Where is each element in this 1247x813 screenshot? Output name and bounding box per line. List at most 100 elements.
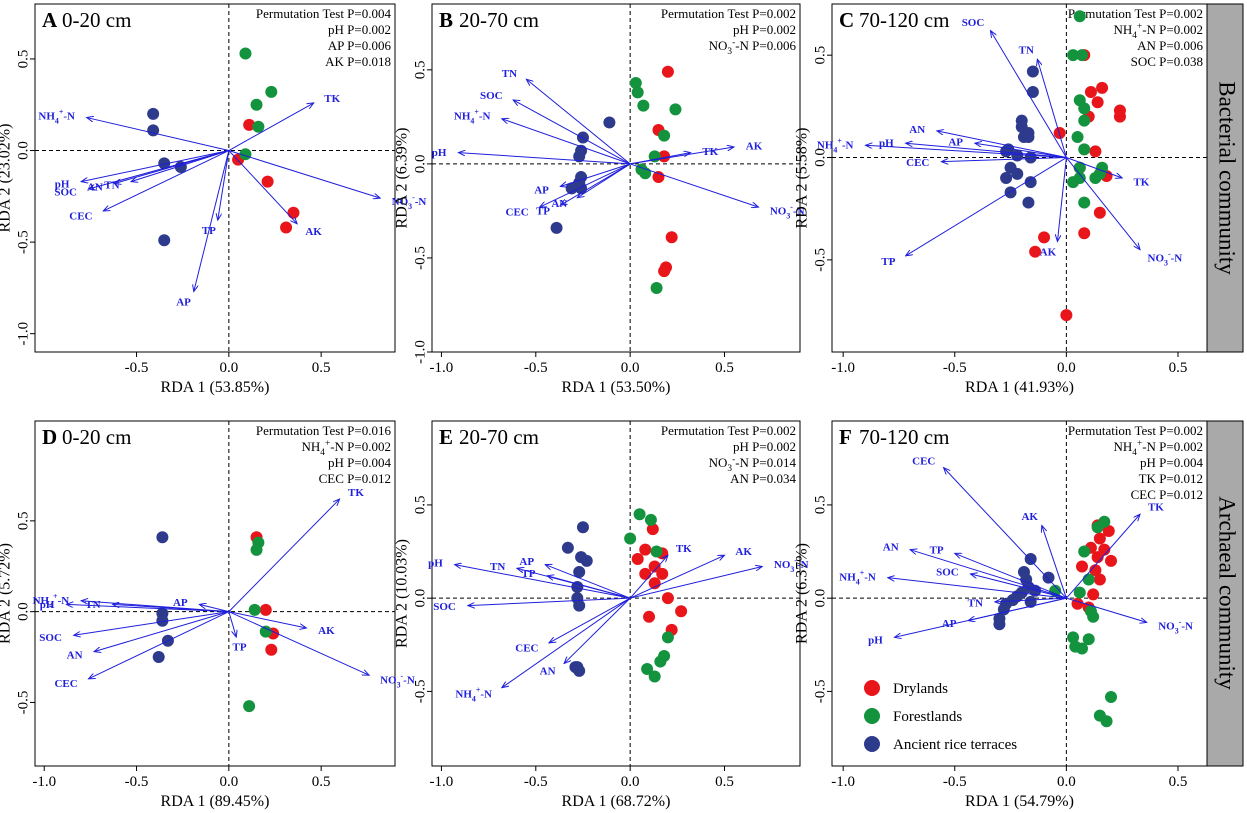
panel-title: 70-120 cm bbox=[859, 8, 949, 32]
panel-title: 70-120 cm bbox=[859, 425, 949, 449]
stat-line: pH P=0.004 bbox=[328, 455, 391, 470]
vector-label: NH4+-N bbox=[38, 107, 75, 125]
y-axis-title: RDA 2 (5.72%) bbox=[0, 543, 14, 644]
stat-line: SOC P=0.038 bbox=[1131, 54, 1203, 69]
point-forestlands bbox=[1067, 631, 1080, 644]
panel-letter: A bbox=[42, 8, 58, 32]
vector-label: pH bbox=[40, 599, 55, 611]
point-ancient-rice-terraces bbox=[997, 603, 1010, 616]
x-tick-label: 0.5 bbox=[312, 360, 331, 376]
point-forestlands bbox=[252, 120, 265, 133]
plot-frame bbox=[431, 420, 801, 767]
point-forestlands bbox=[1078, 143, 1091, 156]
point-drylands bbox=[658, 150, 671, 163]
vector-arrow bbox=[630, 147, 734, 165]
point-ancient-rice-terraces bbox=[158, 234, 171, 247]
stat-line: pH P=0.002 bbox=[733, 22, 796, 37]
y-axis-title: RDA 2 (10.03%) bbox=[394, 539, 411, 648]
panel-letter: D bbox=[42, 425, 57, 449]
y-tick-label: -0.5 bbox=[15, 230, 31, 254]
point-ancient-rice-terraces bbox=[152, 651, 165, 664]
x-tick-label: -1.0 bbox=[32, 774, 56, 790]
y-tick-label: -0.5 bbox=[812, 248, 828, 272]
point-forestlands bbox=[265, 85, 278, 98]
point-drylands bbox=[1076, 560, 1088, 573]
vector-arrow bbox=[502, 119, 631, 165]
point-drylands bbox=[243, 118, 256, 131]
vector-label: TN bbox=[968, 597, 983, 609]
point-ancient-rice-terraces bbox=[1004, 186, 1017, 199]
y-tick-label: 0.5 bbox=[15, 50, 31, 69]
y-tick-label: -0.5 bbox=[15, 691, 31, 715]
x-tick-label: -1.0 bbox=[430, 360, 454, 376]
vector-label: SOC bbox=[962, 17, 985, 29]
vector-arrow bbox=[944, 468, 1067, 599]
vector-arrow bbox=[937, 131, 1067, 159]
point-forestlands bbox=[1073, 10, 1086, 23]
vector-label: AK bbox=[318, 625, 335, 637]
legend-label-drylands: Drylands bbox=[893, 681, 948, 697]
point-drylands bbox=[1038, 231, 1051, 244]
vector-label: AN bbox=[87, 181, 103, 193]
vector-arrow bbox=[455, 565, 631, 599]
stat-line: AK P=0.018 bbox=[325, 54, 391, 69]
vector-arrow bbox=[1066, 157, 1122, 178]
y-axis-title: RDA 2 (6.39%) bbox=[394, 128, 411, 229]
x-tick-label: 0.0 bbox=[219, 360, 238, 376]
x-tick-label: -0.5 bbox=[943, 360, 967, 376]
point-forestlands bbox=[248, 603, 261, 616]
stat-line: pH P=0.002 bbox=[733, 439, 796, 454]
vector-label: SOC bbox=[39, 632, 62, 644]
x-tick-label: 0.0 bbox=[621, 774, 640, 790]
x-axis-title: RDA 1 (41.93%) bbox=[965, 379, 1074, 396]
y-tick-label: -1.0 bbox=[412, 340, 428, 364]
vector-arrow bbox=[629, 555, 724, 599]
vector-arrow bbox=[228, 611, 307, 628]
vector-label: pH bbox=[868, 635, 883, 647]
vector-label: NH4+-N bbox=[455, 685, 492, 703]
panel-letter: E bbox=[439, 425, 453, 449]
x-tick-label: -0.5 bbox=[943, 774, 967, 790]
point-ancient-rice-terraces bbox=[1000, 172, 1013, 184]
point-ancient-rice-terraces bbox=[571, 580, 584, 593]
vector-arrow bbox=[228, 150, 380, 199]
panel-a: -0.5 0.0 0.5 -1.0 -0.5 0.0 0.5 RDA 1 (53.85%) RD… bbox=[0, 3, 426, 396]
y-tick-label: 0.0 bbox=[812, 148, 828, 167]
point-drylands bbox=[646, 523, 659, 536]
point-forestlands bbox=[669, 103, 682, 116]
vector-label: pH bbox=[879, 137, 894, 149]
vector-label: TN bbox=[490, 561, 505, 573]
plot-frame bbox=[431, 3, 801, 353]
x-tick-label: -1.0 bbox=[831, 360, 855, 376]
vector-arrow bbox=[513, 100, 631, 165]
y-tick-label: 0.0 bbox=[812, 589, 828, 608]
stat-line: Permutation Test P=0.004 bbox=[256, 6, 392, 21]
point-ancient-rice-terraces bbox=[158, 157, 171, 170]
vector-label: TP bbox=[881, 256, 895, 268]
point-drylands bbox=[280, 221, 293, 234]
point-ancient-rice-terraces bbox=[576, 521, 589, 534]
point-drylands bbox=[1071, 597, 1084, 610]
vector-arrow bbox=[865, 145, 1067, 159]
vector-label: NO3--N bbox=[380, 671, 415, 689]
vector-arrow bbox=[888, 578, 1067, 599]
point-forestlands bbox=[648, 670, 661, 683]
y-tick-label: -0.5 bbox=[812, 680, 828, 704]
point-forestlands bbox=[661, 631, 674, 644]
vector-label: AN bbox=[67, 649, 83, 661]
vector-label: TK bbox=[324, 93, 340, 105]
vector-label: TN bbox=[104, 180, 119, 192]
vector-arrow bbox=[1042, 525, 1067, 599]
vector-arrow bbox=[630, 566, 762, 599]
x-tick-label: 0.0 bbox=[1057, 360, 1076, 376]
point-drylands bbox=[631, 553, 644, 565]
vector-arrow bbox=[1066, 597, 1146, 622]
vector-label: NH4+-N bbox=[454, 107, 491, 125]
legend-label-forestlands: Forestlands bbox=[893, 709, 962, 725]
stat-line: AN P=0.034 bbox=[730, 471, 796, 486]
vector-arrow bbox=[131, 150, 229, 182]
point-forestlands bbox=[650, 282, 663, 295]
vector-arrow bbox=[228, 611, 369, 676]
point-ancient-rice-terraces bbox=[550, 221, 563, 234]
vector-label: TN bbox=[502, 68, 517, 80]
